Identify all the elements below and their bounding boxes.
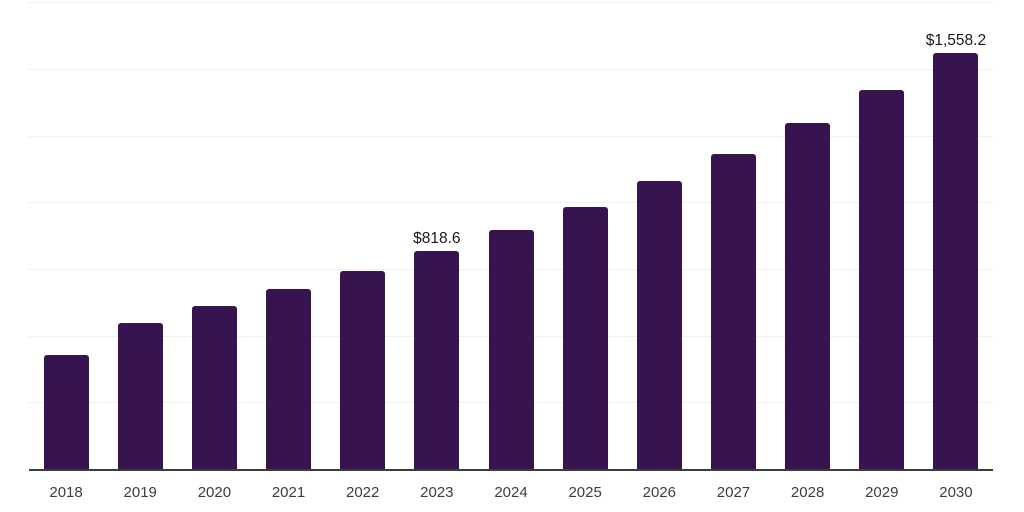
plot-area: 2018 2019 2020 2021 2022 2023 2024 2025 2026 2027…: [29, 0, 993, 512]
bar-2027: [710, 153, 756, 469]
gridline-1500: [29, 68, 993, 70]
bar-2025: [562, 206, 608, 469]
bar-2021: [266, 289, 312, 469]
gridline-1750: [29, 2, 993, 4]
bar-2028: [785, 123, 831, 469]
x-tick-2021: 2021: [271, 484, 306, 501]
x-tick-2019: 2019: [123, 484, 157, 501]
bar-2019: [117, 323, 163, 469]
bar-2022: [340, 270, 386, 469]
data-label-2023: $818.6: [413, 229, 461, 247]
bar-2018: [43, 354, 89, 469]
bar-2023: [414, 250, 460, 469]
x-tick-2020: 2020: [197, 484, 232, 501]
x-tick-2028: 2028: [790, 484, 825, 501]
gridline-1000: [29, 202, 993, 204]
x-tick-2027: 2027: [716, 484, 751, 501]
x-tick-2023: 2023: [420, 484, 454, 501]
gridline-1250: [29, 135, 993, 137]
x-tick-2018: 2018: [49, 484, 83, 501]
data-label-2030: $1,558.2: [925, 32, 987, 50]
x-tick-2022: 2022: [346, 484, 380, 501]
bar-2030: [933, 53, 979, 469]
x-tick-2030: 2030: [939, 484, 973, 501]
x-tick-2025: 2025: [568, 484, 602, 501]
x-tick-2024: 2024: [494, 484, 528, 501]
x-tick-2026: 2026: [642, 484, 676, 501]
bar-2024: [488, 229, 534, 469]
bar-2020: [191, 306, 237, 469]
bar-2029: [859, 90, 905, 469]
x-tick-2029: 2029: [865, 484, 899, 501]
bar-2026: [636, 181, 682, 469]
x-axis-line: [29, 469, 993, 471]
